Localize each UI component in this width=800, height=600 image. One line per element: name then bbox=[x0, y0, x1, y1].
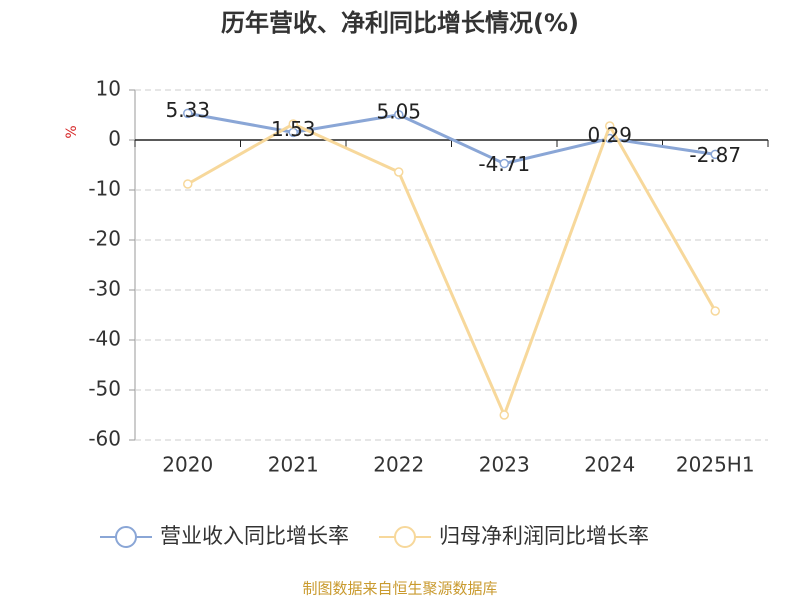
series-line bbox=[187, 122, 717, 420]
data-label: -2.87 bbox=[689, 143, 741, 167]
data-label: 5.05 bbox=[376, 99, 421, 123]
y-tick-label: -30 bbox=[88, 277, 121, 301]
x-tick-label: 2025H1 bbox=[676, 453, 755, 477]
legend-label: 归母净利润同比增长率 bbox=[439, 524, 649, 548]
point bbox=[183, 179, 193, 189]
point bbox=[710, 149, 720, 160]
x-tick-label: 2024 bbox=[584, 453, 635, 477]
point bbox=[288, 119, 298, 129]
y-tick-label: 10 bbox=[96, 77, 121, 101]
y-axis-label: % bbox=[64, 125, 80, 138]
point bbox=[605, 121, 615, 131]
source-note: 制图数据来自恒生聚源数据库 bbox=[302, 580, 497, 598]
point bbox=[710, 306, 720, 316]
y-tick-label: -20 bbox=[88, 227, 121, 251]
x-tick-label: 2022 bbox=[373, 453, 424, 477]
point bbox=[183, 108, 193, 119]
point bbox=[394, 110, 404, 120]
point bbox=[394, 167, 404, 177]
y-tick-label: -60 bbox=[88, 427, 121, 451]
y-tick-label: 0 bbox=[108, 127, 121, 151]
data-label: 0.29 bbox=[587, 123, 632, 147]
series-line bbox=[187, 111, 716, 166]
x-tick-label: 2021 bbox=[268, 453, 319, 477]
legend-marker bbox=[394, 526, 416, 548]
x-tick-label: 2020 bbox=[162, 453, 213, 477]
legend-label: 营业收入同比增长率 bbox=[160, 524, 349, 548]
data-label: 1.53 bbox=[271, 117, 316, 141]
y-tick-label: -40 bbox=[88, 327, 121, 351]
y-tick-label: -50 bbox=[88, 377, 121, 401]
x-tick-label: 2023 bbox=[479, 453, 530, 477]
data-label: -4.71 bbox=[478, 152, 530, 176]
data-label: 5.33 bbox=[165, 98, 210, 122]
legend-marker bbox=[115, 526, 137, 548]
y-tick-label: -10 bbox=[88, 177, 121, 201]
point bbox=[499, 158, 509, 169]
point bbox=[499, 410, 509, 420]
chart-title: 历年营收、净利同比增长情况(%) bbox=[221, 9, 579, 37]
